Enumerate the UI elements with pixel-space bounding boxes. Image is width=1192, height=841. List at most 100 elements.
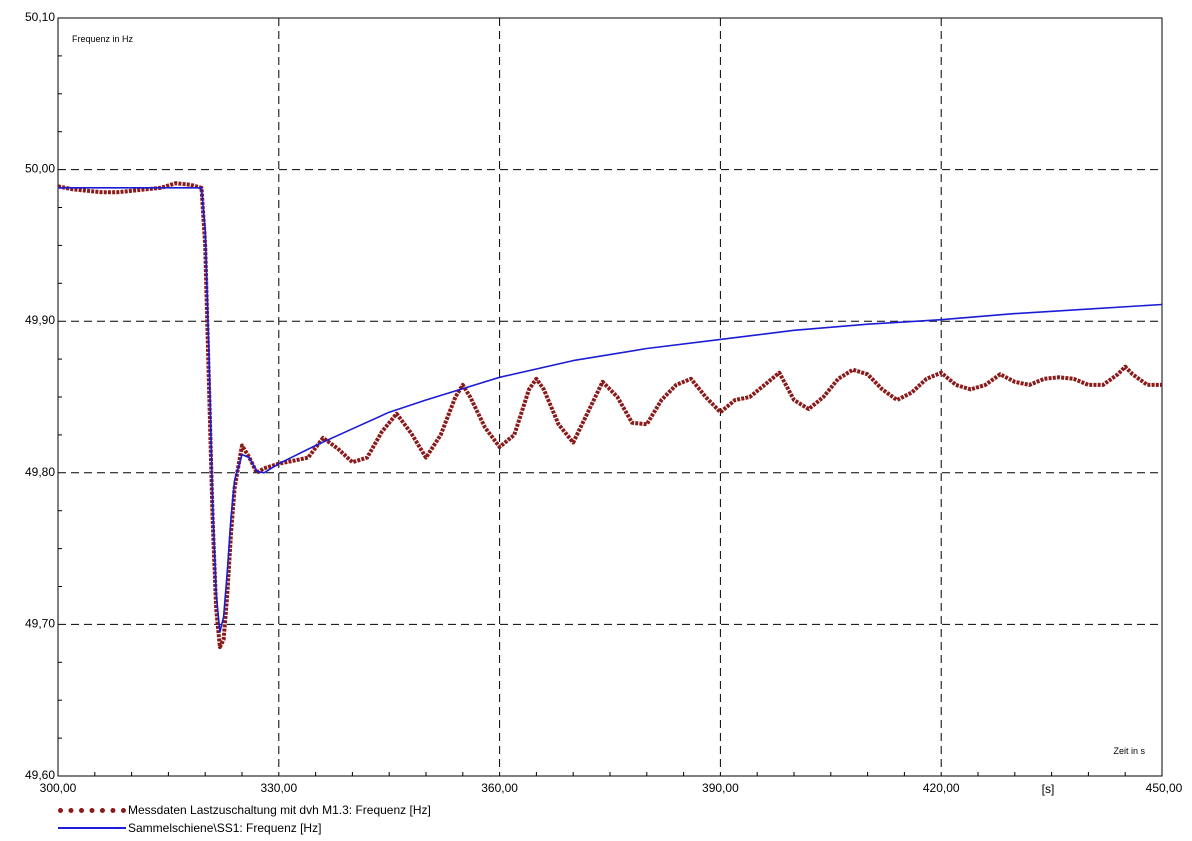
data-point	[263, 472, 265, 474]
data-point	[660, 399, 662, 401]
data-point	[543, 388, 545, 390]
data-point	[601, 381, 603, 383]
data-point	[101, 191, 103, 193]
data-point	[969, 388, 971, 390]
data-point	[587, 411, 589, 413]
legend-entry-measured: Messdaten Lastzuschaltung mit dvh M1.3: …	[58, 802, 431, 818]
data-point	[292, 459, 294, 461]
data-point	[215, 593, 217, 595]
legend-swatch-measured	[58, 807, 126, 813]
data-point	[248, 456, 250, 458]
x-tick-label: 420,00	[923, 781, 960, 795]
data-point	[1014, 381, 1016, 383]
y-axis-label: Frequenz in Hz	[72, 34, 134, 44]
data-point	[336, 447, 338, 449]
data-point	[719, 411, 721, 413]
data-point	[1043, 378, 1045, 380]
data-point	[278, 463, 280, 465]
x-tick-label: 450,00	[1146, 781, 1183, 795]
data-point	[734, 399, 736, 401]
data-point	[219, 631, 221, 633]
x-tick-label: 360,00	[481, 781, 518, 795]
data-point	[646, 423, 648, 425]
legend-label-measured: Messdaten Lastzuschaltung mit dvh M1.3: …	[128, 803, 431, 817]
data-point	[226, 570, 228, 572]
data-point	[646, 347, 648, 349]
data-point	[1087, 308, 1089, 310]
data-point	[322, 437, 324, 439]
data-point	[388, 411, 390, 413]
data-point	[535, 378, 537, 380]
data-point	[263, 467, 265, 469]
data-point	[513, 434, 515, 436]
data-point	[204, 229, 206, 231]
data-point	[314, 444, 316, 446]
data-point	[208, 350, 210, 352]
data-point	[984, 384, 986, 386]
legend-swatch-simulated	[58, 827, 126, 829]
series-line-simulated	[58, 187, 1163, 633]
y-tick-label: 50,00	[25, 162, 55, 176]
data-point	[425, 399, 427, 401]
data-point	[940, 372, 942, 374]
x-tick-label: 330,00	[260, 781, 297, 795]
data-point	[808, 408, 810, 410]
data-point	[852, 369, 854, 371]
data-point	[1014, 312, 1016, 314]
grid-lines	[58, 18, 1162, 776]
x-axis-unit: [s]	[1042, 782, 1055, 796]
data-point	[822, 396, 824, 398]
data-point	[230, 517, 232, 519]
data-point	[793, 329, 795, 331]
data-point	[462, 384, 464, 386]
series-line-measured	[57, 181, 1162, 650]
data-point	[763, 384, 765, 386]
data-point	[86, 190, 88, 192]
data-point	[366, 456, 368, 458]
chart-svg: 49,60 49,70 49,80 49,90 50,00 50,10 300,00 330…	[24, 10, 1183, 796]
data-point	[454, 396, 456, 398]
data-point	[425, 456, 427, 458]
data-point	[572, 359, 574, 361]
data-point	[498, 376, 500, 378]
data-point	[1058, 376, 1060, 378]
x-tick-label: 300,00	[40, 781, 77, 795]
series-measured	[57, 181, 1162, 650]
y-tick-label: 49,70	[25, 616, 55, 630]
data-point	[866, 323, 868, 325]
data-point	[484, 426, 486, 428]
data-point	[219, 646, 221, 648]
data-point	[351, 428, 353, 430]
data-point	[116, 191, 118, 193]
data-point	[911, 391, 913, 393]
data-point	[704, 396, 706, 398]
y-axis-tick-labels: 49,60 49,70 49,80 49,90 50,00 50,10	[25, 10, 55, 782]
data-point	[256, 470, 258, 472]
data-point	[130, 187, 132, 189]
data-point	[896, 399, 898, 401]
data-point	[307, 456, 309, 458]
data-point	[690, 378, 692, 380]
data-point	[793, 399, 795, 401]
legend-entry-simulated: Sammelschiene\SS1: Frequenz [Hz]	[58, 820, 321, 836]
data-point	[410, 432, 412, 434]
data-point	[381, 431, 383, 433]
data-point	[226, 593, 228, 595]
data-point	[1028, 384, 1030, 386]
data-point	[572, 441, 574, 443]
y-tick-label: 49,60	[25, 768, 55, 782]
data-point	[1146, 384, 1148, 386]
data-point	[241, 453, 243, 455]
data-point	[866, 373, 868, 375]
data-point	[1131, 373, 1133, 375]
data-point	[233, 479, 235, 481]
data-point	[881, 388, 883, 390]
y-tick-label: 49,80	[25, 465, 55, 479]
data-point	[925, 378, 927, 380]
data-point	[719, 338, 721, 340]
data-point	[940, 318, 942, 320]
data-point	[440, 434, 442, 436]
data-point	[469, 396, 471, 398]
data-point	[616, 396, 618, 398]
data-point	[1102, 384, 1104, 386]
